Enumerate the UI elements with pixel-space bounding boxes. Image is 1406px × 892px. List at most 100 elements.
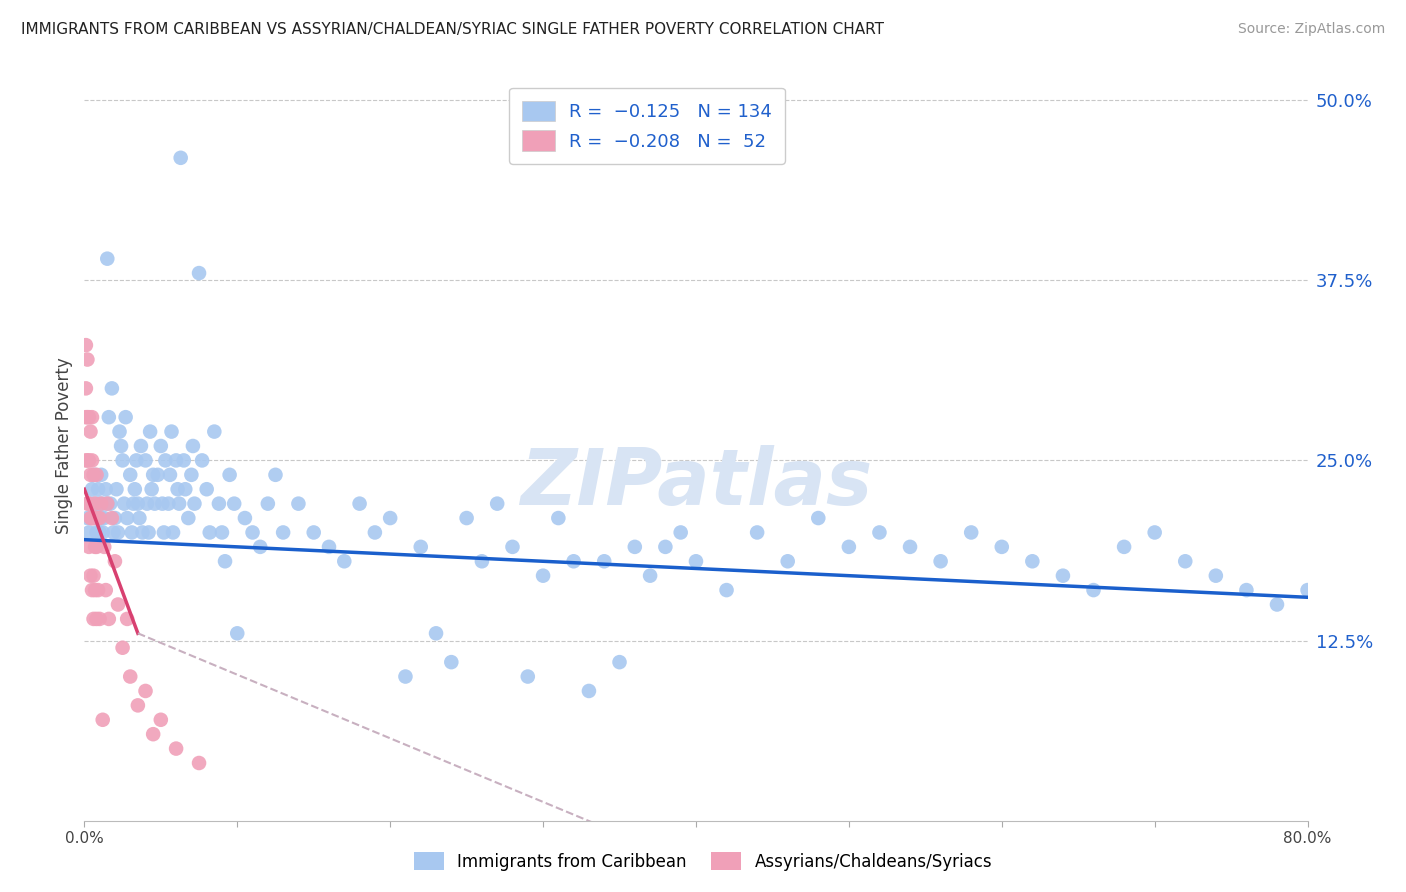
Point xyxy=(77,525,100,540)
Point xyxy=(516,669,538,683)
Point xyxy=(96,252,118,266)
Point xyxy=(170,151,193,165)
Point xyxy=(83,612,105,626)
Point xyxy=(76,453,98,467)
Point xyxy=(80,511,103,525)
Point xyxy=(409,540,432,554)
Point xyxy=(929,554,952,568)
Point xyxy=(129,439,152,453)
Point xyxy=(93,540,115,554)
Point xyxy=(96,497,118,511)
Point xyxy=(1052,568,1074,582)
Point xyxy=(153,525,176,540)
Point xyxy=(101,511,124,525)
Point xyxy=(84,540,107,554)
Point xyxy=(1236,583,1258,598)
Point xyxy=(131,525,153,540)
Point xyxy=(440,655,463,669)
Point xyxy=(84,583,107,598)
Point xyxy=(149,439,172,453)
Point xyxy=(1021,554,1043,568)
Point xyxy=(218,467,240,482)
Point xyxy=(747,525,769,540)
Point xyxy=(124,482,146,496)
Point xyxy=(162,525,184,540)
Point xyxy=(136,497,159,511)
Point xyxy=(89,612,111,626)
Point xyxy=(160,425,183,439)
Point xyxy=(1083,583,1105,598)
Point xyxy=(89,497,111,511)
Point xyxy=(425,626,447,640)
Text: Source: ZipAtlas.com: Source: ZipAtlas.com xyxy=(1237,22,1385,37)
Point xyxy=(486,497,509,511)
Point xyxy=(80,482,103,496)
Point xyxy=(110,439,132,453)
Point xyxy=(380,511,402,525)
Point xyxy=(180,467,202,482)
Point xyxy=(125,453,148,467)
Point xyxy=(776,554,799,568)
Point xyxy=(138,525,160,540)
Point xyxy=(233,511,256,525)
Point xyxy=(84,467,107,482)
Point xyxy=(91,525,114,540)
Point xyxy=(107,598,129,612)
Point xyxy=(302,525,325,540)
Point xyxy=(86,540,108,554)
Point xyxy=(226,626,249,640)
Point xyxy=(638,568,661,582)
Point xyxy=(960,525,983,540)
Point xyxy=(77,497,100,511)
Point xyxy=(79,497,101,511)
Point xyxy=(104,554,127,568)
Point xyxy=(79,425,101,439)
Point xyxy=(624,540,647,554)
Point xyxy=(77,410,100,425)
Point xyxy=(86,467,108,482)
Point xyxy=(177,511,200,525)
Point xyxy=(135,453,157,467)
Point xyxy=(202,425,225,439)
Point xyxy=(112,497,135,511)
Point xyxy=(111,453,134,467)
Point xyxy=(502,540,524,554)
Point xyxy=(167,497,190,511)
Point xyxy=(142,727,165,741)
Point xyxy=(108,425,131,439)
Point xyxy=(394,669,416,683)
Point xyxy=(127,497,149,511)
Point xyxy=(83,568,105,582)
Legend: R =  −0.125   N = 134, R =  −0.208   N =  52: R = −0.125 N = 134, R = −0.208 N = 52 xyxy=(509,88,785,164)
Point xyxy=(716,583,738,598)
Point xyxy=(142,467,165,482)
Point xyxy=(75,453,97,467)
Point xyxy=(87,511,110,525)
Point xyxy=(149,713,172,727)
Text: IMMIGRANTS FROM CARIBBEAN VS ASSYRIAN/CHALDEAN/SYRIAC SINGLE FATHER POVERTY CORR: IMMIGRANTS FROM CARIBBEAN VS ASSYRIAN/CH… xyxy=(21,22,884,37)
Text: ZIPatlas: ZIPatlas xyxy=(520,445,872,522)
Point xyxy=(87,583,110,598)
Point xyxy=(76,511,98,525)
Point xyxy=(257,497,280,511)
Point xyxy=(114,410,136,425)
Point xyxy=(271,525,294,540)
Point xyxy=(120,669,142,683)
Point xyxy=(1174,554,1197,568)
Point xyxy=(1143,525,1166,540)
Point xyxy=(214,554,236,568)
Point xyxy=(90,497,112,511)
Point xyxy=(128,511,150,525)
Point xyxy=(121,525,143,540)
Point xyxy=(173,453,195,467)
Point xyxy=(105,482,128,496)
Point xyxy=(991,540,1014,554)
Point xyxy=(75,410,97,425)
Point xyxy=(115,612,138,626)
Point xyxy=(122,497,145,511)
Point xyxy=(609,655,631,669)
Point xyxy=(159,467,181,482)
Point xyxy=(91,497,114,511)
Point xyxy=(139,425,162,439)
Point xyxy=(83,497,105,511)
